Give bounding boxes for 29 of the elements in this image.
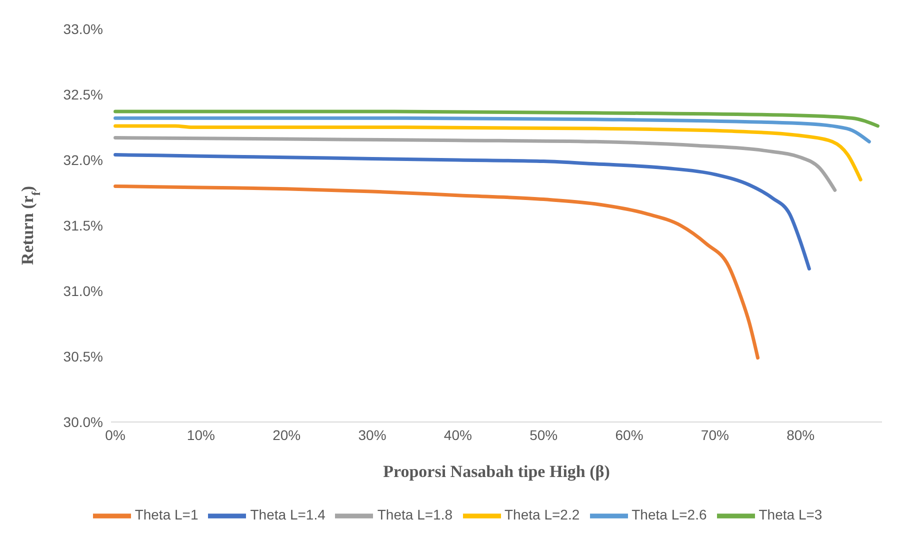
legend-label: Theta L=2.6 xyxy=(632,506,707,523)
x-tick-label: 60% xyxy=(615,426,644,443)
x-tick-label: 80% xyxy=(786,426,815,443)
y-tick-label: 32.5% xyxy=(63,86,103,102)
y-tick-label: 31.5% xyxy=(63,217,103,234)
y-tick-label: 32.0% xyxy=(63,152,103,168)
x-tick-label: 0% xyxy=(105,426,126,443)
line-series xyxy=(114,136,837,192)
legend-label: Theta L=1 xyxy=(134,506,198,523)
x-tick-label: 20% xyxy=(272,426,301,443)
line-series xyxy=(114,184,760,360)
line-series xyxy=(114,116,871,144)
x-tick-label: 10% xyxy=(186,426,215,443)
y-tick-label: 30.5% xyxy=(63,348,103,364)
legend-label: Theta L=2.2 xyxy=(504,506,580,523)
y-tick-label: 30.0% xyxy=(63,414,103,430)
y-tick-label: 31.0% xyxy=(63,282,103,299)
x-axis-title: Proporsi Nasabah tipe High (β) xyxy=(383,462,610,481)
x-tick-label: 70% xyxy=(700,426,729,443)
x-tick-label: 40% xyxy=(444,426,472,443)
legend-label: Theta L=3 xyxy=(758,506,822,523)
line-series xyxy=(114,124,862,182)
x-tick-label: 50% xyxy=(530,426,558,443)
line-series xyxy=(114,110,880,128)
legend-label: Theta L=1.8 xyxy=(377,506,452,523)
legend-label: Theta L=1.4 xyxy=(250,506,326,523)
x-tick-label: 30% xyxy=(358,426,386,443)
y-tick-label: 33.0% xyxy=(63,20,103,37)
line-series xyxy=(114,153,811,270)
